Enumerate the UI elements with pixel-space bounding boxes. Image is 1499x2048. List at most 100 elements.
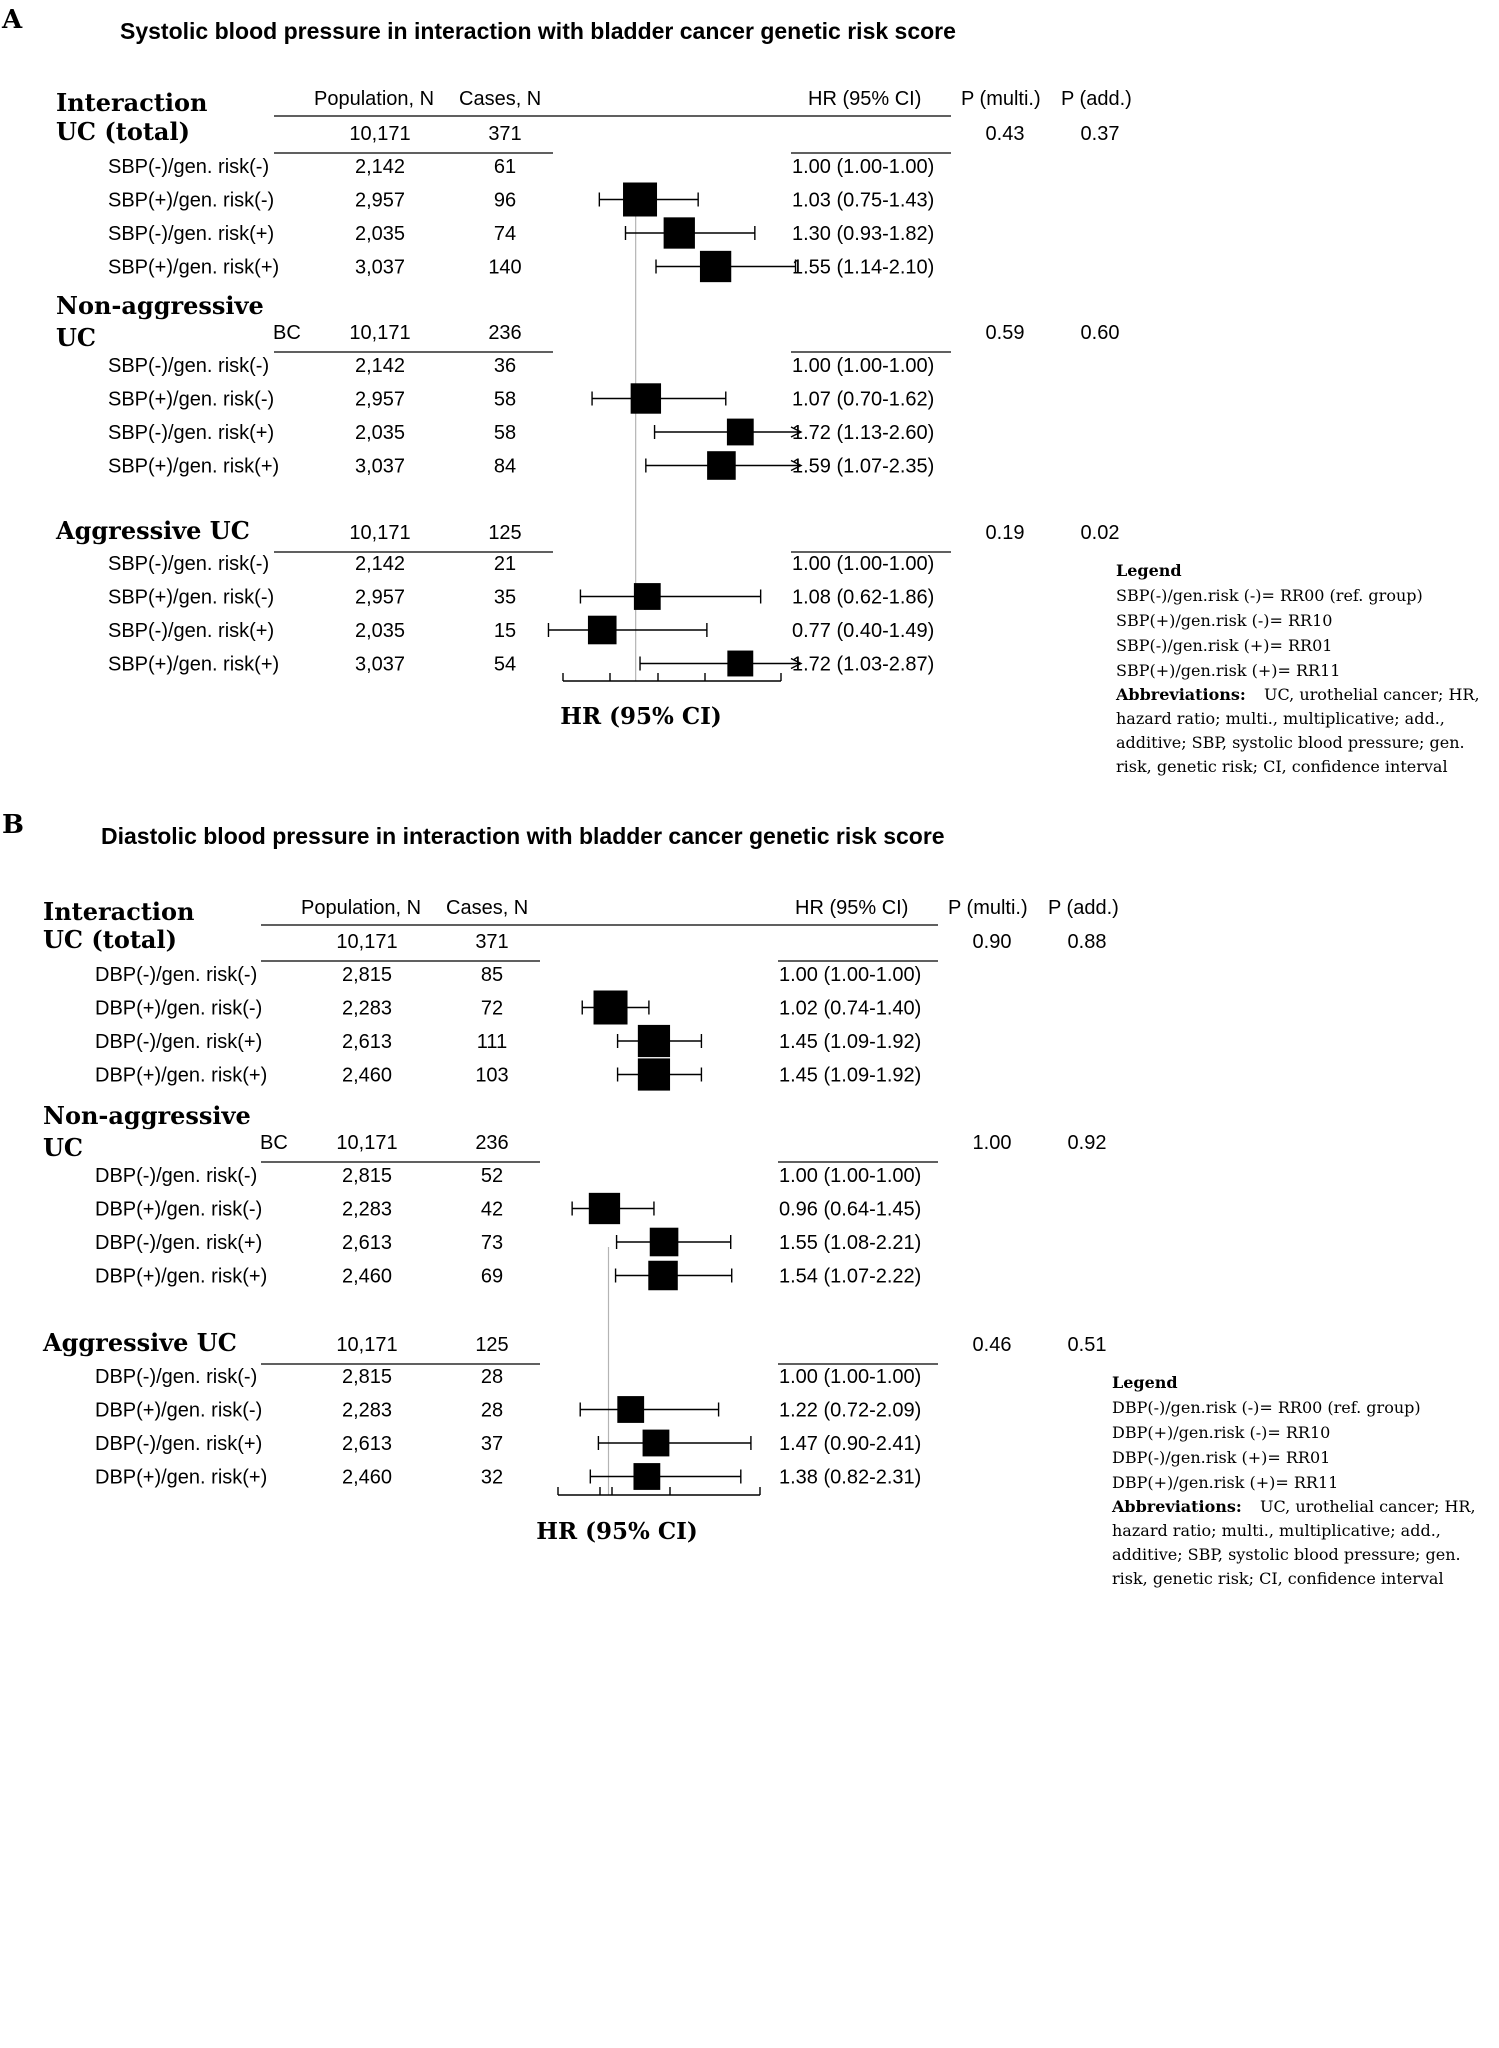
row-cases: 58: [494, 422, 516, 444]
group-population: 10,171: [336, 931, 397, 953]
group-p-add: 0.60: [1081, 322, 1120, 344]
abbreviations-line: risk, genetic risk; CI, confidence inter…: [1112, 1569, 1444, 1588]
row-label: DBP(+)/gen. risk(+): [95, 1467, 267, 1489]
row-cases: 69: [481, 1266, 503, 1288]
row-cases: 28: [481, 1400, 503, 1422]
row-population: 2,283: [342, 998, 392, 1020]
row-label: DBP(-)/gen. risk(+): [95, 1433, 262, 1455]
legend-line: DBP(-)/gen.risk (-)= RR00 (ref. group): [1112, 1398, 1421, 1417]
abbreviations-line: additive; SBP, systolic blood pressure; …: [1112, 1545, 1461, 1564]
row-cases: 73: [481, 1232, 503, 1254]
point-estimate: [593, 990, 628, 1025]
row-label: DBP(-)/gen. risk(-): [95, 1366, 257, 1388]
row-label: SBP(+)/gen. risk(-): [108, 389, 274, 411]
abbreviations-line: UC, urothelial cancer; HR,: [1264, 685, 1480, 704]
row-label: DBP(+)/gen. risk(-): [95, 998, 262, 1020]
group-p-multi: 1.00: [973, 1132, 1012, 1154]
row-population: 2,957: [355, 389, 405, 411]
row-cases: 52: [481, 1165, 503, 1187]
abbreviations-line: risk, genetic risk; CI, confidence inter…: [1116, 757, 1448, 776]
row-hr-text: 1.55 (1.08-2.21): [779, 1232, 921, 1254]
header-interaction: Interaction: [43, 897, 195, 926]
header-population: Population, N: [301, 897, 421, 919]
group-cases: 236: [488, 322, 521, 344]
row-population: 2,460: [342, 1266, 392, 1288]
row-hr-text: 1.45 (1.09-1.92): [779, 1031, 921, 1053]
group-cases: 125: [488, 522, 521, 544]
row-label: DBP(-)/gen. risk(-): [95, 1165, 257, 1187]
header-hr: HR (95% CI): [808, 88, 921, 110]
header-p-multi: P (multi.): [948, 897, 1028, 919]
legend-line: DBP(+)/gen.risk (-)= RR10: [1112, 1423, 1330, 1442]
row-population: 2,957: [355, 190, 405, 212]
legend-line: SBP(-)/gen.risk (+)= RR01: [1116, 636, 1332, 655]
group-p-add: 0.51: [1068, 1334, 1107, 1356]
legend-line: SBP(+)/gen.risk (+)= RR11: [1116, 661, 1340, 680]
group-label: Non-aggressive: [56, 291, 264, 320]
abbreviations-title: Abbreviations:: [1111, 1497, 1242, 1516]
row-hr-text: 1.45 (1.09-1.92): [779, 1065, 921, 1087]
legend-title: Legend: [1112, 1373, 1178, 1392]
group-population: 10,171: [336, 1132, 397, 1154]
group-p-multi: 0.19: [986, 522, 1025, 544]
abbreviations-line: additive; SBP, systolic blood pressure; …: [1116, 733, 1465, 752]
point-estimate: [630, 383, 662, 414]
panel-label: A: [1, 5, 23, 35]
row-label: SBP(+)/gen. risk(-): [108, 190, 274, 212]
row-population: 2,142: [355, 355, 405, 377]
point-estimate: [699, 250, 732, 283]
row-cases: 32: [481, 1467, 503, 1489]
row-population: 3,037: [355, 456, 405, 478]
point-estimate: [707, 451, 736, 480]
row-population: 2,613: [342, 1031, 392, 1053]
group-cases: 125: [475, 1334, 508, 1356]
row-cases: 111: [477, 1031, 507, 1053]
row-population: 2,815: [342, 1366, 392, 1388]
row-label: DBP(+)/gen. risk(+): [95, 1266, 267, 1288]
group-p-add: 0.88: [1068, 931, 1107, 953]
row-cases: 37: [481, 1433, 503, 1455]
group-p-multi: 0.90: [973, 931, 1012, 953]
group-label: UC (total): [56, 117, 190, 146]
row-population: 2,142: [355, 156, 405, 178]
abbreviations-title: Abbreviations:: [1115, 685, 1246, 704]
row-population: 2,035: [355, 620, 405, 642]
row-hr-text: 1.00 (1.00-1.00): [779, 964, 921, 986]
point-estimate: [588, 1192, 621, 1225]
group-cases: 236: [475, 1132, 508, 1154]
row-population: 2,815: [342, 1165, 392, 1187]
x-axis-label: HR (95% CI): [536, 1518, 698, 1545]
point-estimate: [637, 1024, 671, 1058]
row-cases: 28: [481, 1366, 503, 1388]
point-estimate: [587, 615, 617, 645]
point-estimate: [617, 1396, 645, 1423]
group-population: 10,171: [336, 1334, 397, 1356]
row-label: SBP(-)/gen. risk(+): [108, 422, 274, 444]
row-hr-text: 1.55 (1.14-2.10): [792, 257, 934, 279]
row-population: 2,283: [342, 1400, 392, 1422]
header-hr: HR (95% CI): [795, 897, 908, 919]
abbreviations-line: hazard ratio; multi., multiplicative; ad…: [1112, 1521, 1441, 1540]
point-estimate: [642, 1429, 670, 1457]
row-label: SBP(-)/gen. risk(-): [108, 355, 269, 377]
row-population: 2,460: [342, 1467, 392, 1489]
row-cases: 84: [494, 456, 516, 478]
row-cases: 140: [488, 257, 521, 279]
row-cases: 36: [494, 355, 516, 377]
panel-label: B: [2, 810, 24, 840]
group-label: Non-aggressive: [43, 1101, 251, 1130]
group-p-multi: 0.46: [973, 1334, 1012, 1356]
group-population: 10,171: [349, 322, 410, 344]
group-cases: 371: [488, 123, 521, 145]
row-population: 2,460: [342, 1065, 392, 1087]
row-label: SBP(-)/gen. risk(-): [108, 156, 269, 178]
row-label: SBP(+)/gen. risk(+): [108, 654, 279, 676]
abbreviations-line: hazard ratio; multi., multiplicative; ad…: [1116, 709, 1445, 728]
row-population: 2,142: [355, 553, 405, 575]
row-cases: 103: [475, 1065, 508, 1087]
header-population: Population, N: [314, 88, 434, 110]
row-hr-text: 1.07 (0.70-1.62): [792, 389, 934, 411]
ci-arrow-right: [790, 657, 803, 670]
row-label: SBP(-)/gen. risk(+): [108, 620, 274, 642]
